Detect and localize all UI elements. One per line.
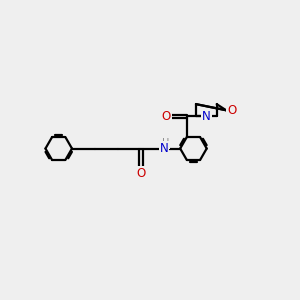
Text: O: O: [161, 110, 171, 123]
Text: H: H: [162, 138, 169, 148]
Text: O: O: [136, 167, 146, 180]
Text: N: N: [160, 142, 168, 155]
Text: N: N: [202, 110, 211, 123]
Text: O: O: [227, 104, 237, 117]
